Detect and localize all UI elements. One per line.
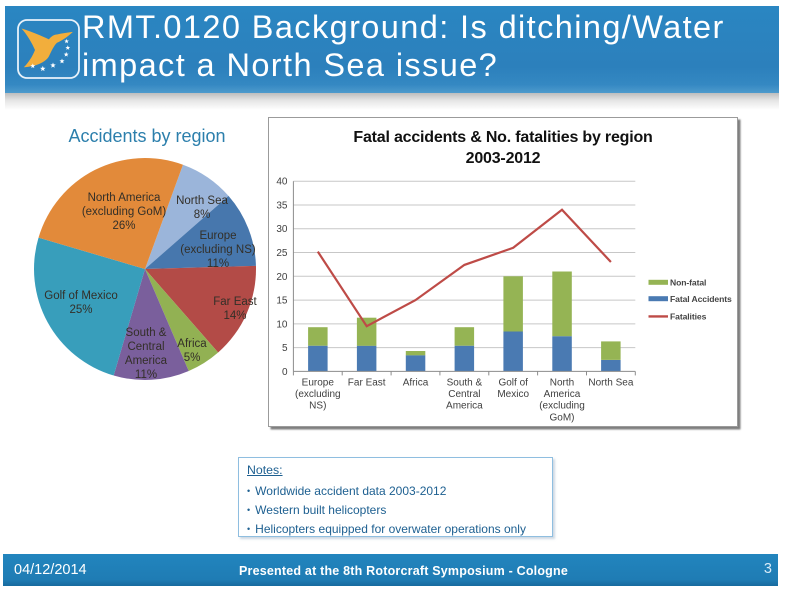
svg-text:Far East: Far East [213, 296, 257, 308]
svg-text:30: 30 [276, 224, 288, 235]
svg-text:Far East: Far East [348, 378, 386, 389]
svg-text:Europe: Europe [302, 378, 335, 389]
svg-text:South &: South & [126, 327, 167, 339]
svg-text:26%: 26% [112, 220, 135, 232]
svg-text:Europe: Europe [199, 230, 236, 242]
svg-text:5: 5 [282, 343, 288, 354]
svg-text:10: 10 [276, 319, 288, 330]
svg-text:Golf of: Golf of [498, 378, 528, 389]
svg-text:11%: 11% [207, 258, 229, 270]
svg-text:Central: Central [127, 341, 164, 353]
svg-text:Fatalities: Fatalities [670, 312, 707, 322]
svg-text:North: North [550, 378, 574, 389]
svg-text:11%: 11% [135, 369, 157, 381]
svg-text:North Sea: North Sea [176, 195, 228, 207]
svg-text:(excluding NS): (excluding NS) [180, 244, 256, 256]
svg-text:5%: 5% [184, 352, 201, 364]
svg-text:Golf of Mexico: Golf of Mexico [44, 290, 118, 302]
svg-text:25: 25 [276, 248, 288, 259]
svg-text:40: 40 [276, 177, 288, 188]
svg-text:20: 20 [276, 272, 288, 283]
svg-text:America: America [544, 389, 581, 400]
svg-text:Fatal Accidents: Fatal Accidents [670, 294, 732, 304]
svg-text:Central: Central [448, 389, 480, 400]
svg-text:15: 15 [276, 296, 288, 307]
svg-text:NS): NS) [309, 401, 326, 412]
svg-text:14%: 14% [223, 310, 246, 322]
svg-text:GoM): GoM) [550, 412, 575, 423]
svg-text:North Sea: North Sea [588, 378, 633, 389]
svg-text:Non-fatal: Non-fatal [670, 277, 706, 287]
svg-text:25%: 25% [69, 304, 92, 316]
svg-text:0: 0 [282, 367, 288, 378]
svg-text:Africa: Africa [403, 378, 429, 389]
svg-text:(excluding: (excluding [295, 389, 341, 400]
svg-text:(excluding: (excluding [539, 401, 585, 412]
svg-text:Africa: Africa [177, 338, 207, 350]
svg-text:(excluding GoM): (excluding GoM) [82, 206, 167, 218]
svg-text:South &: South & [447, 378, 483, 389]
svg-text:Mexico: Mexico [497, 389, 529, 400]
svg-text:35: 35 [276, 201, 288, 212]
svg-text:America: America [125, 355, 168, 367]
svg-text:North America: North America [88, 192, 161, 204]
svg-text:America: America [446, 401, 483, 412]
svg-text:8%: 8% [194, 209, 211, 221]
